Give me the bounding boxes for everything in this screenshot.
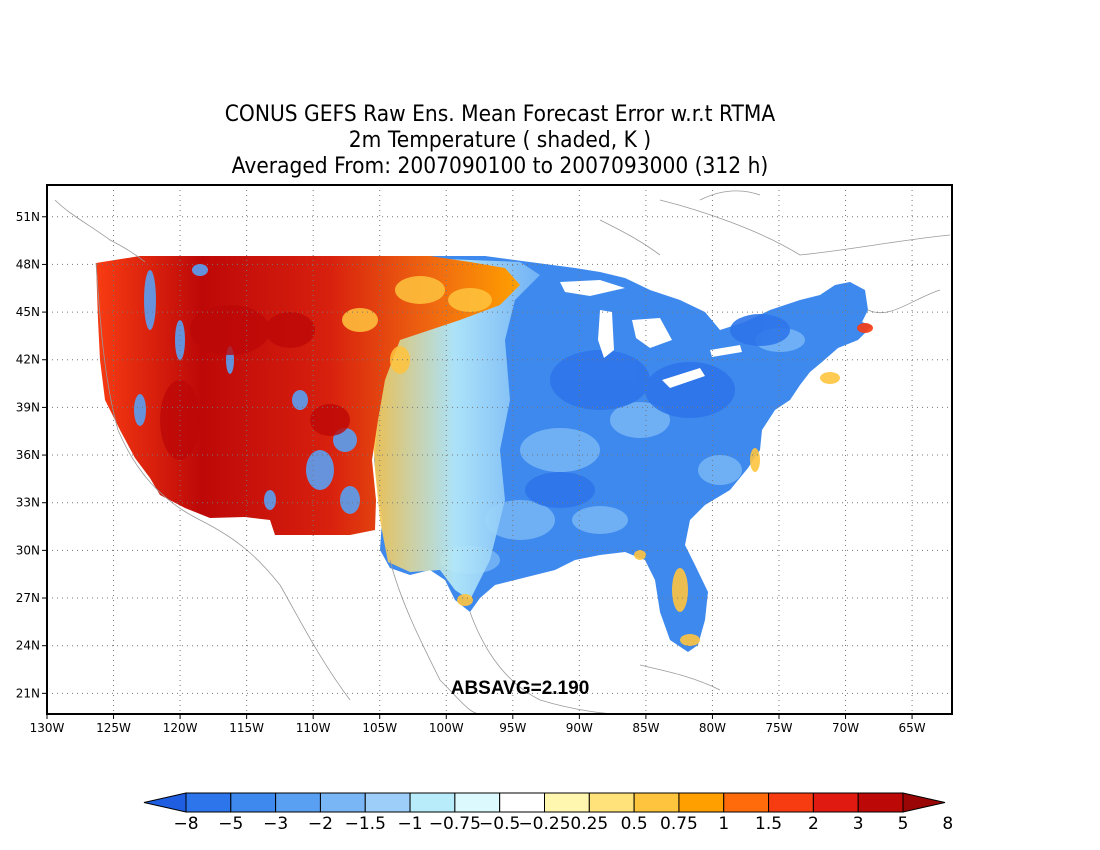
colorbar-label: −0.25 <box>518 814 570 834</box>
colorbar-label: 1.5 <box>755 814 782 834</box>
colorbar-label: −1 <box>398 814 423 834</box>
colorbar-label: 0.75 <box>660 814 698 834</box>
title-line-2: 2m Temperature ( shaded, K ) <box>348 128 652 153</box>
west-yellow-patches <box>342 276 492 374</box>
map-frame <box>46 184 953 715</box>
colorbar-label: 0.25 <box>570 814 608 834</box>
colorbar-swatch <box>544 792 590 813</box>
colorbar-swatch <box>678 792 725 813</box>
colorbar-swatch <box>185 792 232 813</box>
plains-transition <box>370 256 540 600</box>
lon-tick-label: 100W <box>429 721 464 735</box>
colorbar-swatch <box>319 792 366 813</box>
title-line-3: Averaged From: 2007090100 to 2007093000 … <box>231 154 769 179</box>
title-line-1: CONUS GEFS Raw Ens. Mean Forecast Error … <box>224 102 776 127</box>
colorbar-label: −3 <box>263 814 288 834</box>
colorbar-swatch <box>812 792 859 813</box>
lon-tick-label: 65W <box>899 721 926 735</box>
map-content <box>54 190 951 714</box>
lat-tick-label: 42N <box>16 353 40 367</box>
lat-tick-label: 27N <box>16 591 40 605</box>
lat-tick-label: 33N <box>16 496 40 510</box>
lon-tick-label: 75W <box>765 721 792 735</box>
colorbar-label: 3 <box>853 814 864 834</box>
lon-tick-group: 130W 125W 120W 115W 110W 105W 100W 95W 90W 85W 80W… <box>30 714 926 735</box>
colorbar-swatch <box>364 792 411 813</box>
colorbar-swatch <box>723 792 770 813</box>
lat-tick-label: 45N <box>16 305 40 319</box>
grid-lines <box>47 185 952 714</box>
lat-tick-label: 24N <box>16 639 40 653</box>
colorbar: −8 −5 −3 −2 −1.5 −1 −0.75−0.5−0.25 0.25 0.5 0.75 1… <box>143 792 953 834</box>
colorbar-swatch <box>768 792 814 813</box>
colorbar-swatch <box>499 792 545 813</box>
lon-tick-label: 120W <box>163 721 198 735</box>
lat-tick-label: 36N <box>16 448 40 462</box>
colorbar-label: 2 <box>808 814 819 834</box>
great-lakes <box>560 280 742 388</box>
colorbar-label: −1.5 <box>345 814 386 834</box>
lon-tick-label: 130W <box>30 721 65 735</box>
colorbar-label: −8 <box>173 814 198 834</box>
colorbar-label: −2 <box>308 814 333 834</box>
absavg-annotation: ABSAVG=2.190 <box>451 678 590 699</box>
lon-tick-label: 85W <box>632 721 659 735</box>
lat-tick-label: 30N <box>16 543 40 557</box>
lat-tick-group: 21N 24N 27N 30N 33N 36N 39N 42N 45N 48N 51N <box>16 210 47 700</box>
lon-tick-label: 115W <box>229 721 264 735</box>
lon-tick-label: 110W <box>296 721 331 735</box>
lon-tick-label: 95W <box>499 721 526 735</box>
colorbar-swatch <box>275 792 321 813</box>
lat-tick-label: 51N <box>16 210 40 224</box>
colorbar-swatch <box>588 792 635 813</box>
lat-tick-label: 48N <box>16 257 40 271</box>
colorbar-swatch <box>409 792 456 813</box>
lon-tick-label: 105W <box>362 721 397 735</box>
colorbar-arrow-right <box>902 792 946 813</box>
lon-tick-label: 80W <box>699 721 726 735</box>
colorbar-swatch <box>230 792 277 813</box>
colorbar-arrow-left <box>143 792 187 813</box>
lat-tick-label: 21N <box>16 686 40 700</box>
colorbar-label: −0.75 <box>429 814 481 834</box>
chart-title: CONUS GEFS Raw Ens. Mean Forecast Error … <box>130 102 870 180</box>
lon-tick-label: 125W <box>96 721 131 735</box>
colorbar-swatch <box>633 792 680 813</box>
colorbar-label: −0.5 <box>479 814 520 834</box>
coastal-warm-patches <box>457 372 840 646</box>
lon-tick-label: 90W <box>566 721 593 735</box>
colorbar-label: −5 <box>218 814 243 834</box>
colorbar-swatch <box>454 792 501 813</box>
colorbar-label: 0.5 <box>621 814 648 834</box>
new-england-warm <box>857 323 873 333</box>
east-dark-patches <box>525 314 790 508</box>
coastlines <box>54 190 951 714</box>
colorbar-swatch <box>857 792 904 813</box>
colorbar-label: 8 <box>942 814 953 834</box>
lon-tick-label: 70W <box>832 721 859 735</box>
colorbar-label: 5 <box>898 814 909 834</box>
colorbar-label: 1 <box>718 814 729 834</box>
lat-tick-label: 39N <box>16 400 40 414</box>
